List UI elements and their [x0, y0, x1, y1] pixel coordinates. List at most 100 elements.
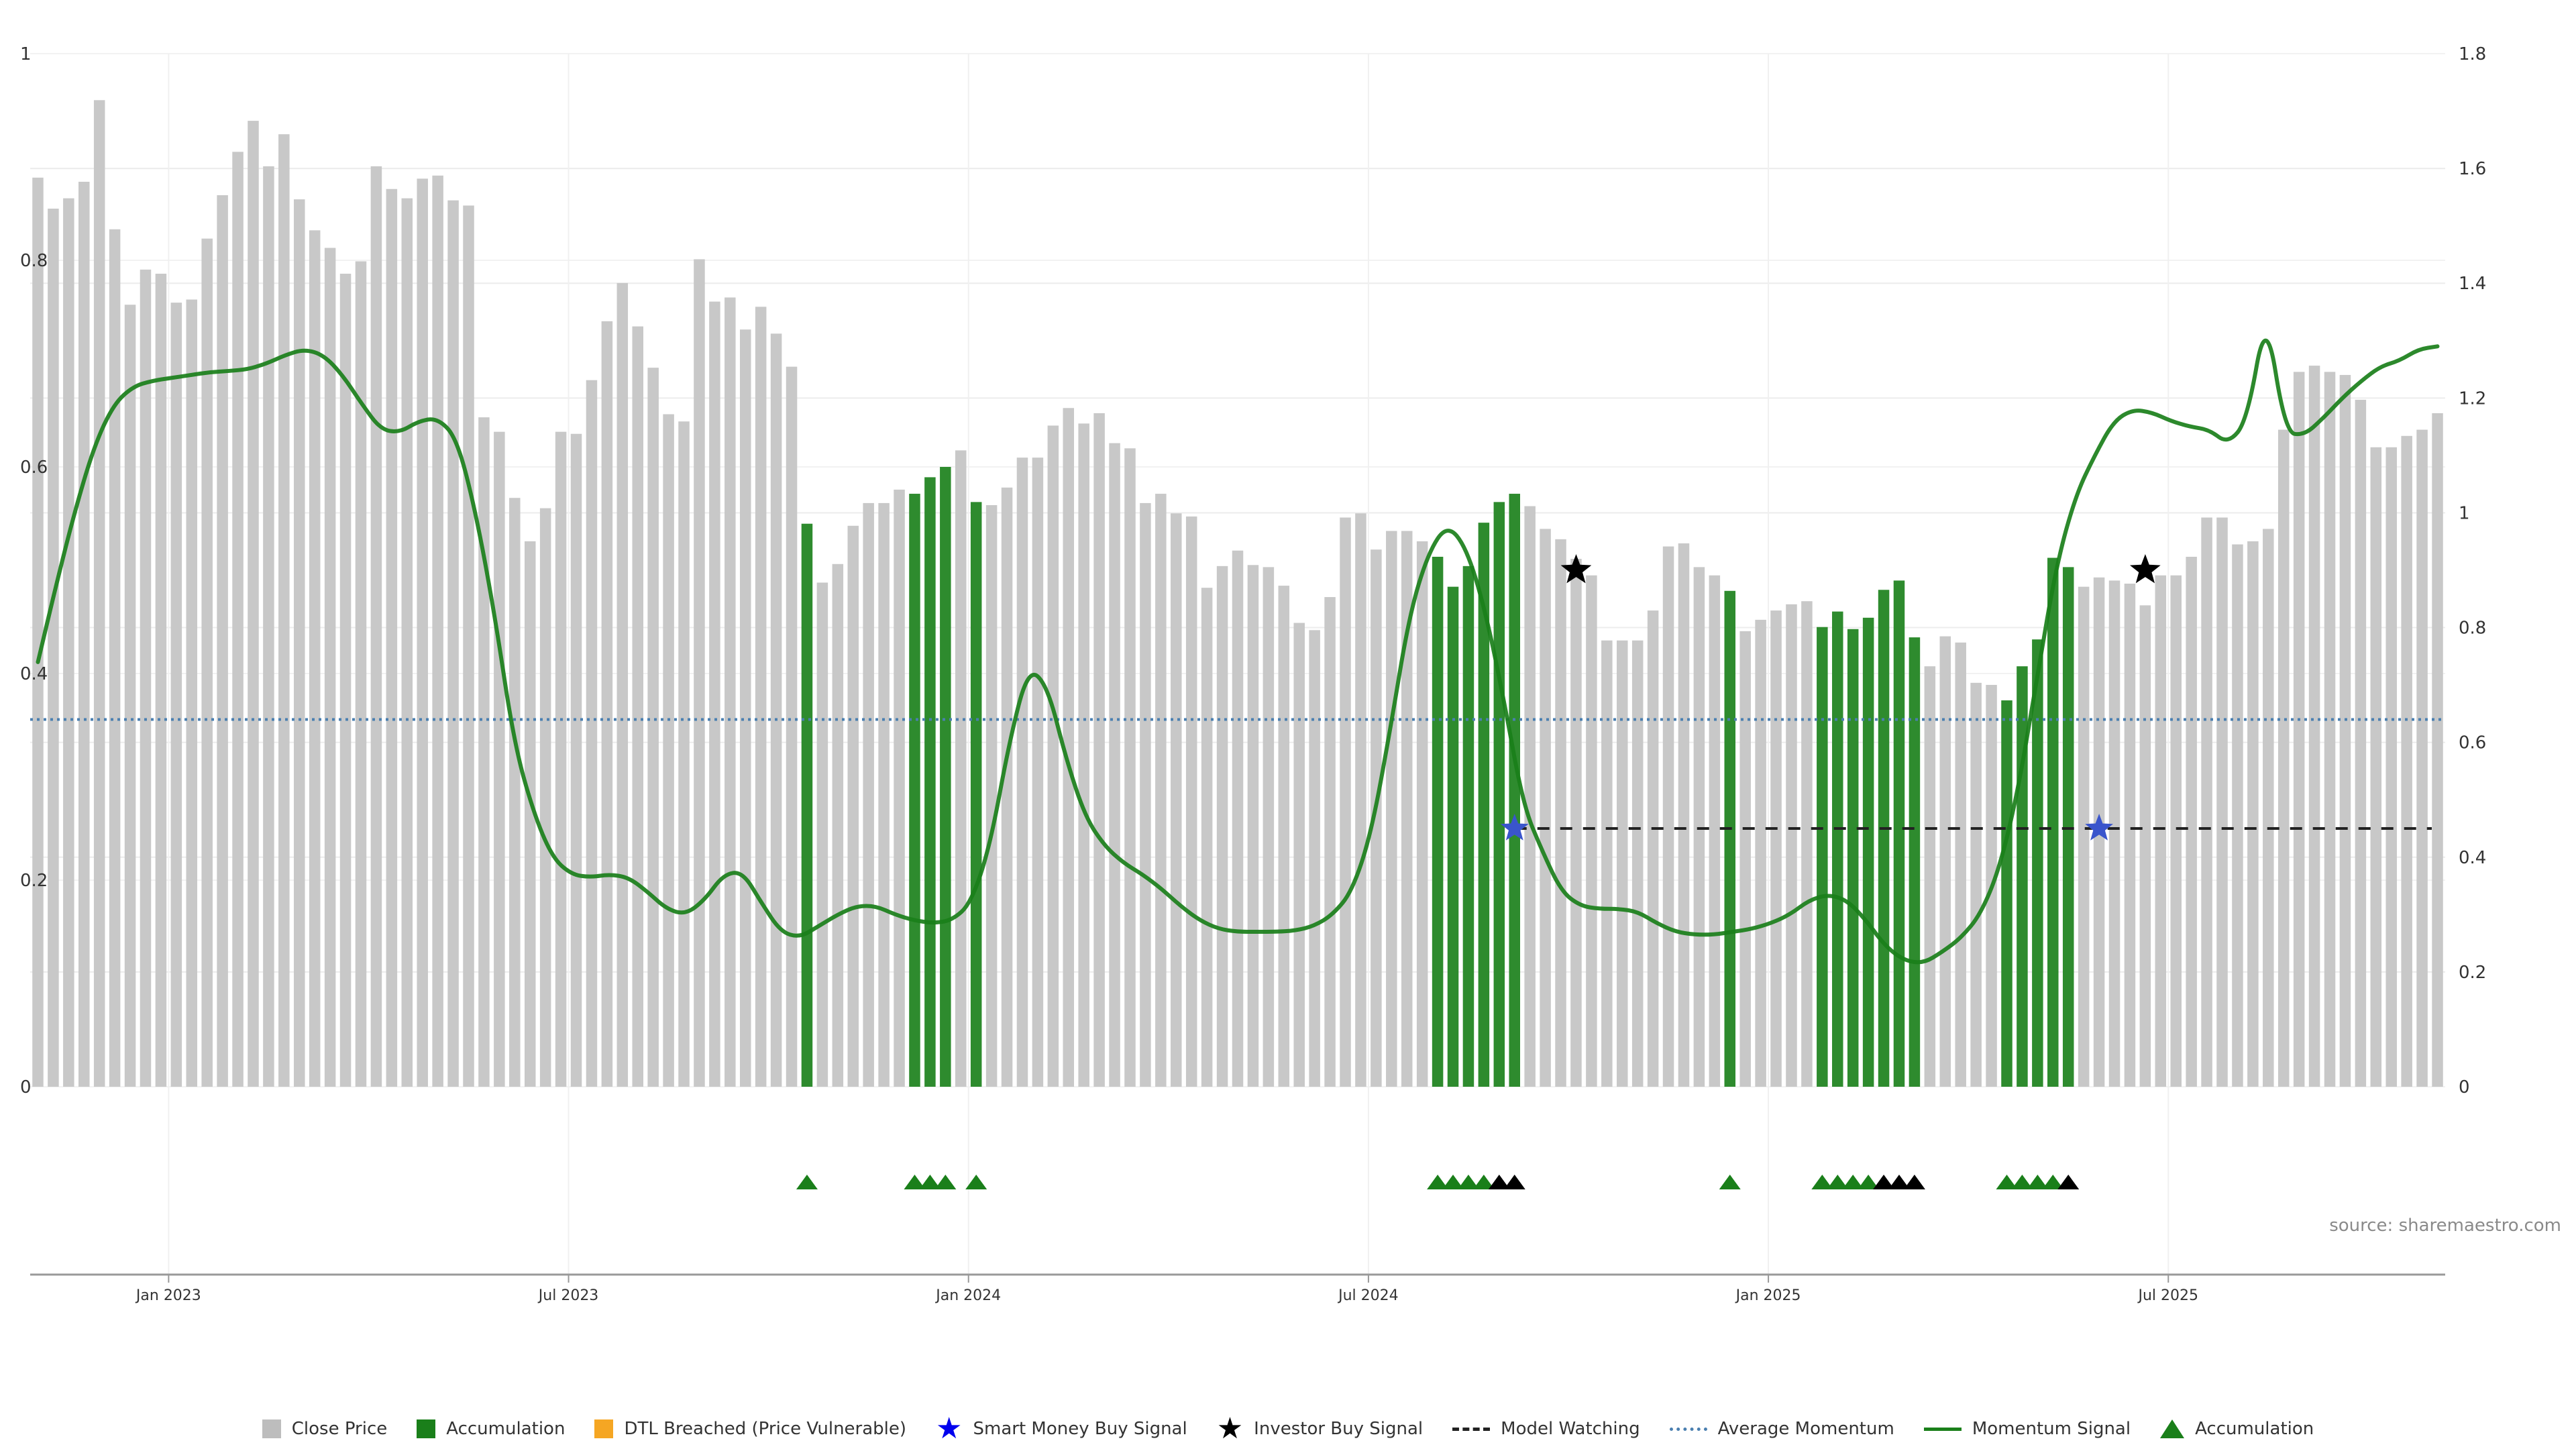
accumulation-bar: [1447, 586, 1459, 1087]
legend-label: Accumulation: [2195, 1419, 2314, 1439]
legend-label: Average Momentum: [1717, 1419, 1894, 1439]
close-price-bar: [1140, 502, 1151, 1087]
close-price-bar: [1109, 443, 1120, 1087]
close-price-bar: [401, 198, 413, 1087]
close-price-bar: [278, 134, 290, 1087]
legend-label: DTL Breached (Price Vulnerable): [624, 1419, 907, 1439]
legend-line-icon: [1452, 1427, 1491, 1431]
close-price-bar: [2186, 556, 2197, 1087]
close-price-bar: [48, 209, 59, 1087]
legend-square-icon: [417, 1419, 436, 1438]
accumulation-triangle: [1827, 1175, 1849, 1189]
close-price-bar: [355, 261, 367, 1087]
close-price-bar: [1263, 567, 1275, 1087]
accumulation-bar: [1432, 556, 1444, 1087]
investor-buy-star: [2130, 554, 2161, 584]
signal-triangle: [1888, 1175, 1910, 1189]
left-y-tick-label: 1: [20, 44, 32, 64]
right-y-tick-label: 0: [2459, 1077, 2470, 1097]
close-price-bar: [1601, 640, 1613, 1087]
signal-lines: [30, 338, 2445, 965]
close-price-bar: [1924, 666, 1936, 1087]
close-price-bar: [1616, 640, 1628, 1087]
accumulation-bar: [2001, 700, 2012, 1087]
close-price-bar: [201, 238, 213, 1087]
accumulation-bar: [909, 494, 920, 1087]
legend: Close Price Accumulation DTL Breached (Pri…: [0, 1409, 2576, 1449]
close-price-bar: [1001, 487, 1013, 1087]
legend-item: Momentum Signal: [1923, 1419, 2131, 1439]
close-price-bar: [186, 299, 198, 1087]
close-price-bar: [1324, 597, 1336, 1087]
legend-line-icon: [1923, 1427, 1962, 1431]
close-price-bar: [985, 504, 998, 1087]
close-price-bar: [1555, 539, 1566, 1087]
close-price-bar: [294, 199, 305, 1087]
momentum-signal-line: [36, 338, 2440, 965]
accumulation-triangle: [1472, 1175, 1495, 1189]
close-price-bar: [309, 230, 321, 1087]
close-price-bar: [1293, 623, 1305, 1087]
legend-label: Close Price: [291, 1419, 388, 1439]
close-price-bar: [1662, 546, 1674, 1087]
signal-markers: [1500, 554, 2161, 841]
right-y-tick-label: 0.4: [2459, 848, 2486, 868]
legend-label: Model Watching: [1501, 1419, 1640, 1439]
left-y-tick-label: 0.2: [20, 871, 48, 891]
accumulation-bar: [2017, 666, 2028, 1087]
signal-triangle: [1503, 1175, 1525, 1189]
left-y-tick-label: 0.8: [20, 251, 48, 271]
close-price-bar: [739, 329, 751, 1087]
close-price-bar: [1047, 425, 1059, 1087]
close-price-bar: [1939, 636, 1951, 1087]
close-price-bar: [93, 100, 105, 1087]
close-price-bar: [678, 421, 690, 1087]
close-price-bar: [370, 166, 382, 1087]
close-price-bar: [755, 307, 767, 1087]
signal-triangle: [1903, 1175, 1925, 1189]
right-y-tick-label: 1.6: [2459, 159, 2486, 179]
accumulation-bar: [1509, 494, 1520, 1087]
legend-item: DTL Breached (Price Vulnerable): [594, 1419, 906, 1439]
close-price-bar: [2324, 372, 2336, 1087]
accumulation-bar: [1724, 590, 1736, 1087]
legend-line-icon: [1669, 1427, 1707, 1431]
close-price-bar: [417, 178, 428, 1087]
close-price-bars: [32, 100, 2443, 1087]
accumulation-triangle: [796, 1175, 818, 1189]
close-price-bar: [2432, 413, 2443, 1087]
close-price-bar: [632, 326, 643, 1087]
legend-item: Model Watching: [1452, 1419, 1640, 1439]
right-y-tick-label: 0.8: [2459, 619, 2486, 639]
close-price-bar: [663, 414, 674, 1087]
close-price-bar: [586, 380, 598, 1087]
close-price-bar: [2339, 374, 2351, 1087]
close-price-bar: [570, 433, 582, 1087]
accumulation-triangle: [2042, 1175, 2064, 1189]
accumulation-triangle: [1858, 1175, 1880, 1189]
close-price-bar: [1709, 575, 1721, 1087]
close-price-bar: [2232, 544, 2243, 1087]
close-price-bar: [124, 305, 136, 1087]
close-price-bar: [2263, 529, 2274, 1087]
smart-money-buy-star: [1500, 814, 1529, 841]
close-price-bar: [770, 333, 782, 1087]
legend-item: Close Price: [262, 1419, 388, 1439]
close-price-bar: [1524, 506, 1536, 1087]
close-price-bar: [2247, 541, 2259, 1087]
close-price-bar: [1093, 413, 1105, 1087]
close-price-bar: [32, 177, 44, 1087]
accumulation-triangle: [1842, 1175, 1864, 1189]
close-price-bar: [1693, 567, 1705, 1087]
close-price-bar: [647, 368, 659, 1087]
close-price-bar: [1586, 575, 1597, 1087]
close-price-bar: [1401, 531, 1413, 1087]
signal-triangle: [1488, 1175, 1510, 1189]
close-price-bar: [494, 431, 505, 1087]
accumulation-triangle: [934, 1175, 957, 1189]
close-price-bar: [2401, 435, 2412, 1087]
legend-item: ★ Investor Buy Signal: [1217, 1414, 1423, 1444]
right-y-tick-label: 0.2: [2459, 963, 2486, 983]
legend-label: Smart Money Buy Signal: [973, 1419, 1187, 1439]
legend-item: Accumulation: [417, 1419, 565, 1439]
